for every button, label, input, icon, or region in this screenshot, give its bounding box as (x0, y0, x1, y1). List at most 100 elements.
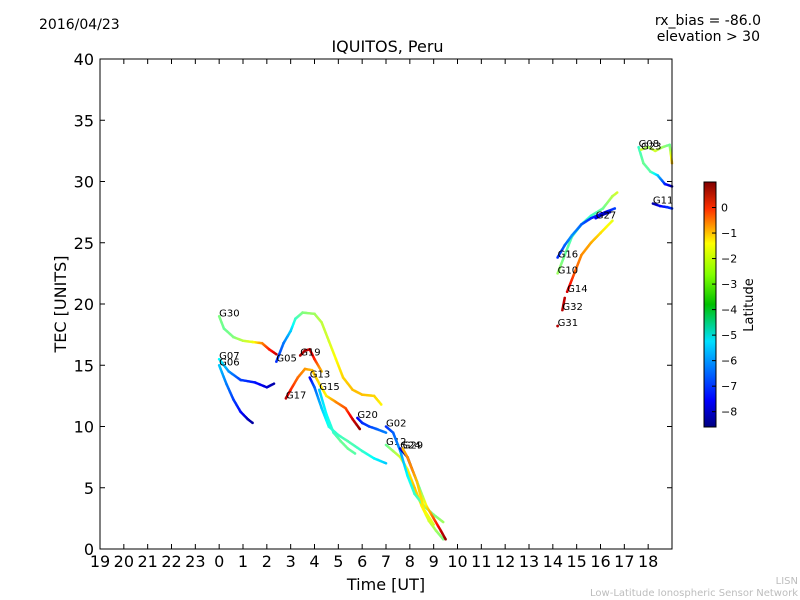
x-tick-label: 13 (519, 552, 539, 571)
x-tick-label: 11 (471, 552, 491, 571)
x-tick-label: 16 (590, 552, 610, 571)
series-g29: G29 (401, 441, 435, 526)
satellite-label: G06 (219, 357, 239, 368)
satellite-label: G29 (403, 441, 423, 452)
x-tick-label: 7 (381, 552, 391, 571)
satellite-label: G31 (558, 318, 578, 329)
elevation-label: elevation > 30 (656, 29, 760, 45)
data-point (608, 210, 612, 214)
satellite-label: G32 (562, 302, 582, 313)
data-point (563, 296, 567, 300)
satellite-label: G05 (276, 354, 296, 365)
y-tick-label: 40 (74, 50, 94, 69)
x-tick-label: 2 (262, 552, 272, 571)
series-g12: G12 (384, 437, 445, 541)
x-tick-label: 18 (638, 552, 658, 571)
series-g07: G07 (217, 351, 276, 389)
satellite-label: G11 (653, 196, 673, 207)
y-tick-label: 30 (74, 173, 94, 192)
satellite-label: G23 (641, 142, 661, 153)
footer-network-full: Low-Latitude Ionospheric Sensor Network (590, 588, 798, 599)
series-g32: G32 (561, 296, 583, 313)
y-tick-label: 5 (84, 479, 94, 498)
x-tick-label: 6 (357, 552, 367, 571)
data-point (556, 324, 559, 328)
x-tick-label: 1 (238, 552, 248, 571)
satellite-label: G13 (310, 370, 330, 381)
data-point (432, 523, 435, 526)
y-axis-label: TEC [UNITS] (51, 256, 70, 354)
x-tick-label: 8 (405, 552, 415, 571)
y-tick-label: 20 (74, 295, 94, 314)
x-tick-label: 23 (185, 552, 205, 571)
colorbar-tick-label: −3 (721, 278, 737, 291)
satellite-label: G27 (596, 210, 616, 221)
data-point (611, 219, 614, 222)
satellite-label: G24 (400, 441, 420, 452)
series-g14: G14 (565, 219, 614, 295)
data-point (613, 207, 617, 210)
data-point (353, 452, 357, 455)
data-point (615, 191, 619, 194)
colorbar-tick-label: −4 (721, 304, 737, 317)
satellite-label: G30 (219, 308, 239, 319)
data-point (358, 427, 362, 431)
satellite-label: G15 (319, 382, 339, 393)
series-g15: G15 (317, 382, 357, 455)
series-g11: G11 (651, 196, 673, 210)
y-tick-label: 15 (74, 356, 94, 375)
series-g20: G20 (356, 410, 388, 434)
x-tick-label: 21 (137, 552, 157, 571)
satellite-label: G02 (386, 419, 406, 430)
data-point (384, 431, 388, 434)
chart-title: IQUITOS, Peru (331, 37, 444, 56)
x-tick-label: 17 (614, 552, 634, 571)
x-tick-label: 10 (447, 552, 467, 571)
series-g17: G17 (284, 367, 362, 431)
data-point (320, 370, 323, 373)
rx-bias-label: rx_bias = -86.0 (654, 13, 761, 29)
satellite-label: G07 (219, 351, 239, 362)
data-point (379, 403, 383, 406)
x-tick-label: 19 (90, 552, 110, 571)
colorbar-tick-label: 0 (721, 202, 728, 215)
x-tick-label: 15 (566, 552, 586, 571)
series-g06: G06 (217, 357, 254, 425)
y-tick-label: 0 (84, 540, 94, 559)
y-tick-label: 25 (74, 234, 94, 253)
series-g10: G10 (556, 191, 619, 276)
colorbar-tick-label: −1 (721, 227, 737, 240)
satellite-label: G19 (300, 347, 320, 358)
colorbar-tick-label: −7 (721, 380, 737, 393)
colorbar-tick-label: −2 (721, 253, 737, 266)
plot-frame (99, 58, 673, 550)
satellite-label: G14 (567, 284, 587, 295)
series-g23: G23 (639, 142, 674, 165)
series-g02: G02 (384, 419, 445, 524)
colorbar-tick-label: −8 (721, 406, 737, 419)
x-tick-label: 9 (429, 552, 439, 571)
satellite-label: G16 (558, 249, 578, 260)
colorbar-tick-label: −5 (721, 329, 737, 342)
x-tick-label: 3 (286, 552, 296, 571)
satellite-label: G17 (286, 390, 306, 401)
series-g08: G08 (637, 139, 674, 188)
x-tick-label: 20 (114, 552, 134, 571)
colorbar (703, 181, 717, 428)
data-point (444, 537, 447, 541)
series-g31: G31 (556, 318, 578, 329)
x-tick-label: 0 (214, 552, 224, 571)
series-g19: G19 (298, 347, 323, 373)
data-point (275, 352, 278, 356)
data-point (441, 520, 445, 524)
series-g16: G16 (556, 207, 617, 260)
data-point (251, 421, 254, 425)
data-point (384, 461, 388, 465)
data-point (272, 382, 276, 385)
series-g05: G05 (275, 311, 383, 406)
y-tick-label: 35 (74, 111, 94, 130)
date-label: 2016/04/23 (39, 17, 120, 33)
satellite-label: G08 (639, 139, 659, 150)
series-g30: G30 (217, 308, 278, 356)
